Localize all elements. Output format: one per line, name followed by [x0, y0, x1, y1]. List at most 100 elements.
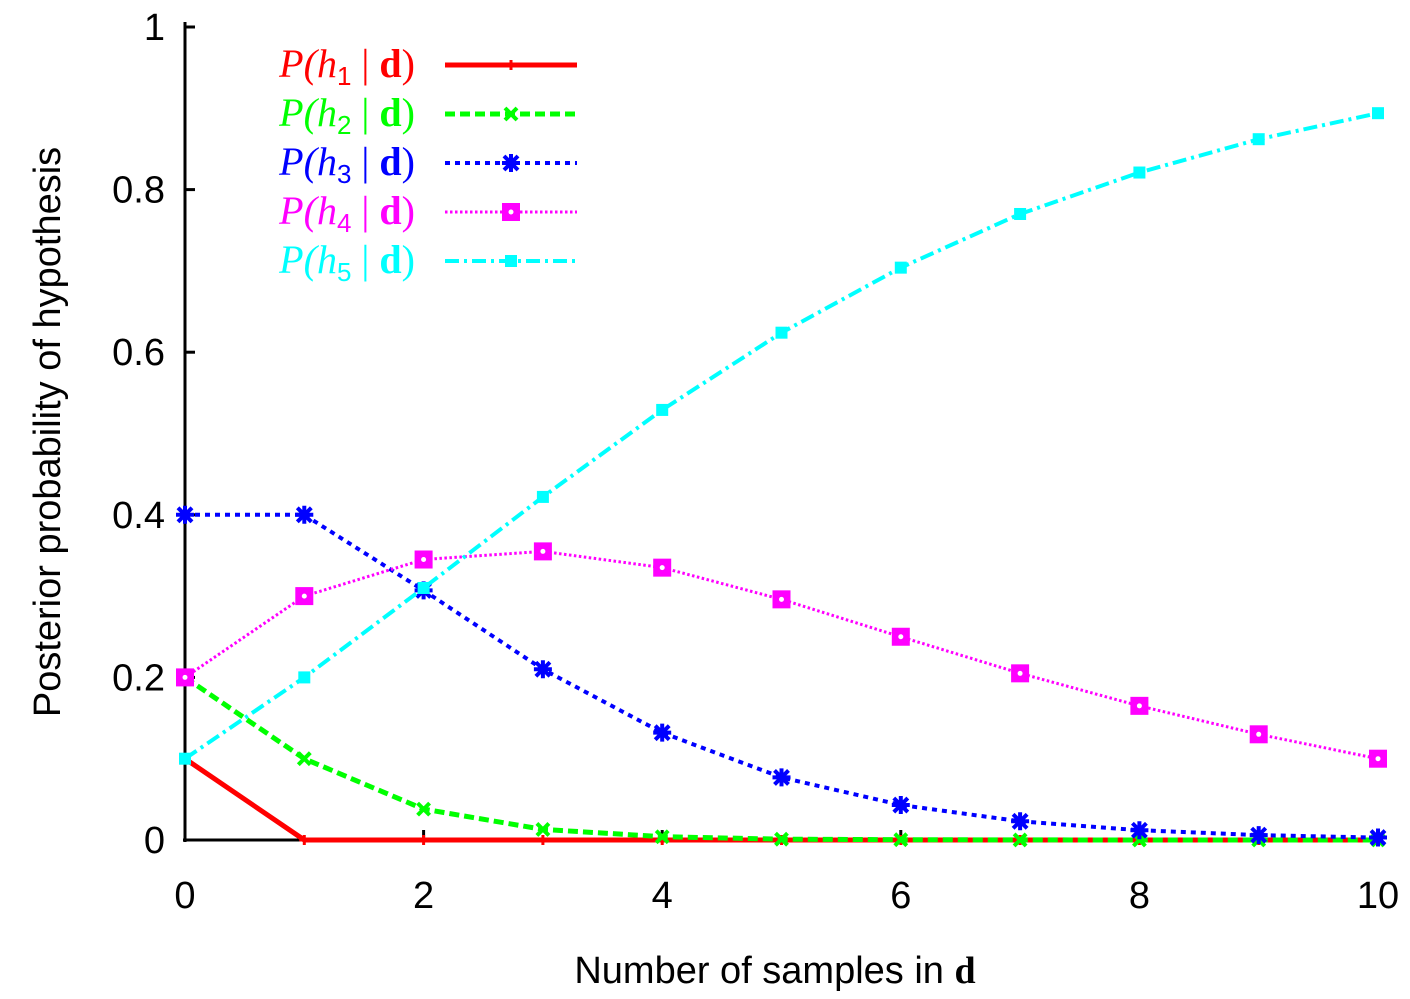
- star-marker: [1249, 826, 1268, 845]
- legend-label-d: d: [379, 41, 401, 86]
- y-tick-label: 0.2: [112, 657, 165, 699]
- series-4-point: [891, 627, 910, 646]
- legend-label-sub: 3: [337, 159, 351, 189]
- series-4: [176, 542, 1387, 768]
- legend-swatch-marker: [506, 60, 516, 70]
- legend-label-sub: 1: [337, 61, 351, 91]
- legend-label-sub: 5: [337, 257, 351, 287]
- series-3-point: [533, 660, 552, 679]
- legend-swatch-marker: [505, 255, 517, 267]
- square-marker-dot: [1136, 703, 1142, 709]
- x-tick-label: 0: [174, 875, 195, 917]
- series-2-point: [1012, 832, 1028, 848]
- series-3-point: [1369, 828, 1387, 847]
- series-5-point: [1014, 207, 1027, 220]
- legend-swatch-marker: [503, 106, 519, 122]
- legend-label: P(h1 | d): [278, 41, 415, 91]
- legend-label-close: ): [402, 237, 415, 282]
- legend-label-close: ): [402, 90, 415, 135]
- series-4-point: [772, 590, 791, 609]
- series-5-point: [298, 671, 311, 684]
- series-3-line: [185, 512, 1379, 840]
- square-marker-dot: [182, 674, 188, 680]
- legend-label: P(h4 | d): [278, 188, 415, 238]
- legend-label-p: P(: [278, 41, 319, 86]
- series-3-point: [295, 505, 314, 524]
- legend-label-sub: 2: [337, 110, 351, 140]
- legend-label-bar: |: [351, 90, 379, 135]
- x-tick-label: 8: [1129, 875, 1150, 917]
- legend-label-bar: |: [351, 237, 379, 282]
- square-marker-dot: [540, 548, 546, 554]
- legend-label-bar: |: [351, 139, 379, 184]
- square-marker: [417, 581, 430, 594]
- series-3-point: [1249, 826, 1268, 845]
- series-2-point: [296, 751, 312, 767]
- series-2-line: [183, 675, 1378, 843]
- square-marker: [505, 255, 517, 267]
- legend-label-d: d: [379, 237, 401, 282]
- square-marker-dot: [301, 593, 307, 599]
- series-5-point: [536, 490, 549, 503]
- x-tick-label: 2: [413, 875, 434, 917]
- legend-label-h: h: [317, 188, 337, 233]
- legend-swatch-marker: [502, 203, 520, 221]
- series-4-point: [1369, 749, 1387, 768]
- legend-label-bar: |: [351, 41, 379, 86]
- series-3-point: [176, 505, 194, 524]
- series-2-point: [416, 801, 432, 817]
- legend-label-h: h: [317, 90, 337, 135]
- square-marker: [1372, 107, 1384, 120]
- star-marker: [1011, 812, 1030, 831]
- series-5-point: [775, 326, 788, 339]
- y-axis-title: Posterior probability of hypothesis: [27, 147, 69, 717]
- square-marker-dot: [659, 565, 665, 571]
- legend-label-close: ): [402, 188, 415, 233]
- series-3-point: [653, 723, 672, 742]
- legend-label-close: ): [402, 139, 415, 184]
- series-4-point: [414, 550, 433, 569]
- series-1-point: [299, 835, 310, 845]
- legend-entry-4: P(h4 | d): [278, 188, 577, 238]
- legend-label-d: d: [379, 139, 401, 184]
- x-marker: [503, 106, 519, 122]
- square-marker-dot: [779, 596, 784, 602]
- legend-label-close: ): [402, 41, 415, 86]
- square-marker-dot: [1375, 756, 1381, 762]
- x-marker: [296, 751, 312, 767]
- series-5: [179, 107, 1384, 765]
- star-marker: [295, 505, 314, 524]
- series-4-point: [653, 558, 672, 577]
- legend-label-d: d: [379, 188, 401, 233]
- legend-label-p: P(: [278, 188, 319, 233]
- series-3-point: [891, 796, 910, 815]
- series-5-point: [894, 261, 907, 274]
- star-marker: [1369, 828, 1387, 847]
- star-marker: [772, 768, 791, 787]
- y-tick-label: 0.8: [112, 170, 165, 212]
- y-tick-label: 0: [144, 820, 165, 862]
- x-tick-label: 6: [890, 875, 911, 917]
- legend: P(h1 | d)P(h2 | d)P(h3 | d)P(h4 | d)P(h5…: [278, 41, 577, 287]
- x-marker: [416, 801, 432, 817]
- series-2-point: [654, 829, 670, 845]
- series-4-point: [295, 587, 314, 606]
- legend-label-d: d: [379, 90, 401, 135]
- legend-label-p: P(: [278, 237, 319, 282]
- x-marker: [774, 831, 789, 847]
- square-marker: [894, 261, 907, 274]
- y-tick-label: 1: [144, 7, 165, 49]
- series-3: [176, 505, 1387, 847]
- series-4-point: [533, 542, 552, 561]
- series-5-point: [417, 581, 430, 594]
- star-marker: [1130, 821, 1149, 840]
- series-5-point: [656, 403, 669, 416]
- series-4-point: [176, 668, 194, 687]
- x-marker: [654, 829, 670, 845]
- series-2-point: [893, 832, 909, 848]
- series-layer: [176, 107, 1387, 848]
- legend-label: P(h5 | d): [278, 237, 415, 287]
- legend-entry-5: P(h5 | d): [278, 237, 577, 287]
- square-marker-dot: [898, 634, 904, 640]
